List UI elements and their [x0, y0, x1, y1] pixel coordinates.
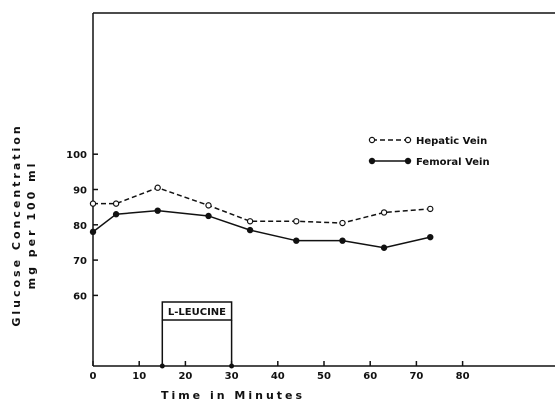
- series-line-1: [92, 209, 431, 249]
- x-tick-label: 0: [90, 371, 97, 382]
- x-tick-group: 0 10 20 30 40 50 60 70 80: [90, 361, 470, 382]
- series-point-0: [339, 219, 346, 227]
- x-tick-label: 10: [132, 371, 146, 382]
- series-point-1: [246, 226, 254, 234]
- series-point-0: [293, 218, 300, 225]
- legend-marker-0: [368, 136, 376, 144]
- series-point-1: [380, 244, 388, 251]
- series-point-1: [427, 233, 434, 241]
- y-tick-label: 100: [66, 150, 87, 161]
- series-line-0: [93, 186, 431, 224]
- x-tick-label: 70: [409, 371, 423, 382]
- leucine-start-marker: [159, 363, 165, 369]
- series-point-0: [427, 205, 434, 213]
- legend-label-1: Femoral Vein: [416, 157, 490, 168]
- x-tick-label: 80: [456, 371, 470, 382]
- series-point-0: [205, 202, 212, 209]
- series-point-0: [154, 184, 161, 191]
- series-point-1: [89, 228, 97, 236]
- x-axis-title: Time in Minutes: [161, 389, 305, 400]
- y-axis-title-group: Glucose Concentration mg per 100 ml: [10, 123, 38, 326]
- series-group: [89, 184, 434, 251]
- series-point-1: [154, 207, 161, 214]
- x-tick-label: 20: [178, 371, 192, 382]
- series-point-0: [246, 218, 254, 225]
- series-point-0: [112, 200, 120, 207]
- x-tick-label: 60: [363, 371, 377, 382]
- y-tick-label: 70: [73, 256, 87, 267]
- y-tick-label: 90: [73, 186, 87, 197]
- leucine-label: L-LEUCINE: [168, 307, 226, 318]
- x-tick-label: 40: [271, 371, 285, 382]
- y-tick-group: 60 70 80 90 100: [66, 150, 98, 302]
- series-point-1: [112, 211, 120, 218]
- legend-label-0: Hepatic Vein: [416, 136, 487, 147]
- leucine-end-marker: [229, 363, 235, 369]
- leucine-label-box: [161, 301, 233, 321]
- series-point-1: [339, 237, 346, 244]
- legend-marker-0: [404, 136, 412, 144]
- y-axis-unit: mg per 100 ml: [25, 161, 38, 290]
- legend-marker-1: [368, 157, 376, 165]
- legend: Hepatic Vein Femoral Vein: [368, 136, 490, 168]
- series-point-0: [89, 200, 97, 207]
- legend-marker-1: [404, 157, 412, 165]
- y-axis-title: Glucose Concentration: [10, 123, 23, 326]
- x-tick-label: 30: [225, 371, 239, 382]
- series-point-0: [380, 209, 388, 216]
- series-point-1: [293, 237, 300, 244]
- x-tick-label: 50: [317, 371, 331, 382]
- leucine-annotation: L-LEUCINE: [159, 301, 235, 369]
- y-tick-label: 60: [73, 291, 87, 302]
- y-tick-label: 80: [73, 221, 87, 232]
- series-point-1: [205, 212, 212, 220]
